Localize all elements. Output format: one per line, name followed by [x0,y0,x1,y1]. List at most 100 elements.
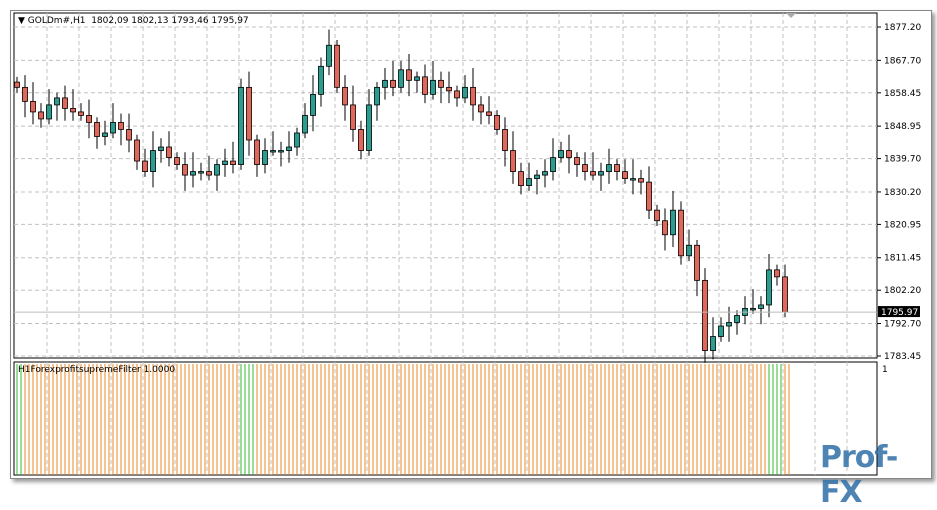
ohlc-label: 1802,09 1802,13 1793,46 1795,97 [91,16,249,26]
candle-body [414,76,420,81]
candle-body [158,146,164,151]
candle-body [150,150,156,172]
candle-body [438,79,444,88]
candle-body [446,86,452,92]
candle-body [246,86,252,141]
y-tick-label: 1783.45 [884,352,921,362]
y-tick-label: 1877.20 [884,23,921,33]
candle-body [342,86,348,106]
candle-body [558,150,564,158]
y-tick-label: 1858.45 [884,89,921,99]
candle-body [326,44,332,67]
candle-body [486,111,492,116]
candle-body [726,322,732,327]
candle-body [678,209,684,257]
candle-body [118,122,124,130]
candle-body [766,269,772,306]
candle-body [710,336,716,351]
candle-body [142,160,148,172]
candle-body [694,244,700,281]
candle-body [30,100,36,113]
candle-body [510,150,516,172]
candle-body [270,150,276,153]
y-tick-label: 1867.70 [884,56,921,66]
candle-body [222,160,228,165]
candle-body [582,164,588,172]
candle-body [254,139,260,165]
candle-body [366,104,372,151]
candle-body [630,178,636,181]
candle-body [174,157,180,165]
candle-body [318,65,324,95]
candle-body [750,308,756,311]
candle-body [238,86,244,165]
candle-body [166,146,172,158]
y-tick-label: 1820.95 [884,220,921,230]
y-tick-label: 1830.20 [884,188,921,198]
candle-body [206,171,212,176]
candle-body [470,86,476,106]
candle-body [262,150,268,165]
candle-body [686,244,692,257]
candle-body [702,279,708,351]
y-tick-label: 1811.45 [884,254,921,264]
candle-body [102,132,108,137]
candle-body [278,150,284,153]
candle-body [70,108,76,113]
candle-body [526,178,532,187]
candle-body [550,157,556,172]
candle-body [462,86,468,99]
candle-body [382,79,388,88]
y-tick-label: 1839.70 [884,155,921,165]
candle-body [334,44,340,88]
candle-body [302,115,308,134]
candle-body [286,146,292,151]
candle-body [230,160,236,165]
candle-body [54,97,60,106]
candle-body [406,69,412,81]
candle-body [86,115,92,123]
candle-body [782,276,788,313]
candle-body [654,209,660,222]
candle-body [574,157,580,165]
price-pane-border [13,12,878,359]
candle-body [182,164,188,176]
candle-body [606,164,612,172]
last-price-badge [878,306,920,318]
candle-body [718,325,724,337]
candle-body [566,150,572,158]
candle-body [638,178,644,183]
candle-body [758,304,764,309]
last-price-label: 1795.97 [881,308,918,318]
candle-body [622,171,628,180]
candle-body [518,171,524,187]
candle-body [310,93,316,116]
candle-body [478,104,484,113]
candle-body [110,122,116,134]
candle-body [670,209,676,236]
symbol-label: GOLDm#,H1 [27,16,86,26]
price-chart[interactable]: 1877.20 1867.70 1858.45 1848.95 1839.70 1830.… [0,0,937,486]
candle-body [62,97,68,109]
candle-body [134,139,140,162]
indicator-axis-label: 1 [882,365,888,375]
candle-body [494,115,500,130]
candle-body [398,69,404,88]
candle-body [734,315,740,323]
candle-body [502,129,508,151]
candle-body [374,86,380,106]
candle-body [294,132,300,148]
indicator-label: H1ForexprofitsupremeFilter 1.0000 [18,365,176,375]
candle-body [38,111,44,120]
candle-body [14,81,20,88]
candle-body [94,122,100,137]
chart-title: ▼ GOLDm#,H1 1802,09 1802,13 1793,46 1795… [18,16,249,26]
candle-body [198,171,204,174]
candle-body [534,174,540,180]
candle-body [542,171,548,176]
candle-body [454,90,460,99]
y-tick-label: 1848.95 [884,122,921,132]
candle-body [774,269,780,278]
candle-body [350,104,356,130]
candle-body [598,171,604,176]
